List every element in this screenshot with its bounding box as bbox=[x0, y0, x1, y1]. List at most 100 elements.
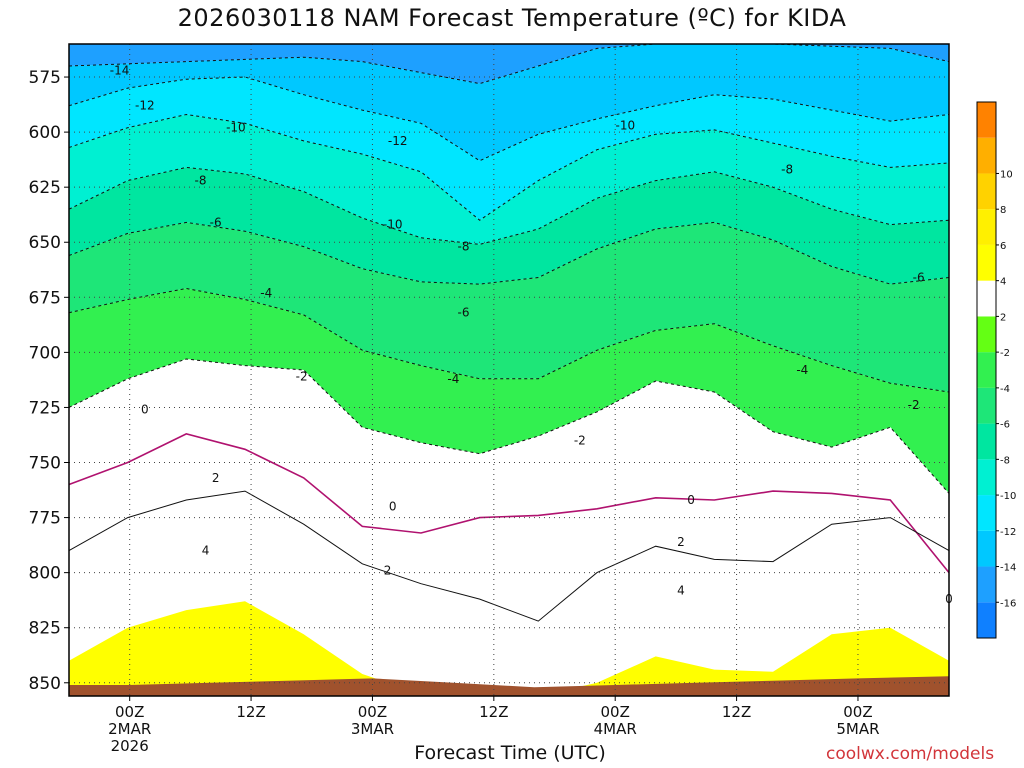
contour-label: -2 bbox=[574, 433, 586, 447]
contour-label: -10 bbox=[383, 218, 403, 232]
colorbar-swatch bbox=[977, 352, 996, 388]
x-tick-label: 00Z bbox=[601, 703, 630, 721]
isotherm-line bbox=[68, 76, 950, 162]
contour-label: -4 bbox=[260, 286, 272, 300]
contour-label: -8 bbox=[781, 163, 793, 177]
colorbar-swatch bbox=[977, 316, 996, 353]
colorbar-label: -14 bbox=[1000, 563, 1016, 574]
ground-terrain bbox=[69, 676, 949, 696]
y-tick-label: 775 bbox=[29, 509, 61, 529]
y-tick-label: 575 bbox=[29, 68, 61, 88]
temp-band bbox=[69, 44, 949, 84]
x-tick-label: 12Z bbox=[479, 703, 508, 721]
isotherm-line bbox=[68, 490, 950, 622]
contour-label: -10 bbox=[616, 119, 636, 133]
contour-label: 2 bbox=[677, 535, 685, 549]
contour-label: 2 bbox=[212, 471, 220, 485]
plot-frame bbox=[68, 43, 950, 697]
colorbar-swatch bbox=[977, 566, 996, 603]
x-tick-label: 12Z bbox=[236, 703, 265, 721]
colorbar-swatch bbox=[977, 244, 996, 281]
colorbar-swatch bbox=[977, 423, 996, 460]
temp-band bbox=[69, 288, 949, 494]
colorbar-label: 2 bbox=[1000, 312, 1006, 323]
x-tick-label: 5MAR bbox=[836, 720, 879, 738]
colorbar-label: 8 bbox=[1000, 205, 1006, 216]
x-tick-label: 2MAR bbox=[108, 720, 151, 738]
y-tick-label: 675 bbox=[29, 288, 61, 308]
contour-label: -4 bbox=[447, 372, 459, 386]
colorbar-swatch bbox=[977, 495, 996, 531]
temp-band bbox=[69, 222, 949, 392]
x-tick-label: 12Z bbox=[722, 703, 751, 721]
contour-label: -12 bbox=[135, 99, 155, 113]
colorbar-label: 6 bbox=[1000, 241, 1006, 252]
contour-label: -2 bbox=[296, 370, 308, 384]
contour-label: -10 bbox=[226, 121, 246, 135]
colorbar-label: -8 bbox=[1000, 455, 1010, 466]
contour-label: 4 bbox=[202, 544, 210, 558]
temp-band bbox=[69, 114, 949, 245]
colorbar-label: 4 bbox=[1000, 277, 1006, 288]
contour-label: -4 bbox=[796, 363, 808, 377]
contour-label: -8 bbox=[195, 174, 207, 188]
isotherm-line bbox=[68, 221, 950, 285]
temp-band bbox=[69, 44, 949, 161]
colorbar-swatch bbox=[977, 459, 996, 496]
y-tick-label: 850 bbox=[29, 674, 61, 694]
isotherm-line bbox=[68, 287, 950, 393]
temp-band bbox=[69, 77, 949, 221]
colorbar-label: -4 bbox=[1000, 384, 1010, 395]
colorbar-swatch bbox=[977, 280, 996, 317]
x-tick-label: 2026 bbox=[111, 737, 149, 755]
y-tick-label: 700 bbox=[29, 343, 61, 363]
y-tick-label: 825 bbox=[29, 619, 61, 639]
contour-label: 4 bbox=[677, 583, 685, 597]
isotherm-line bbox=[68, 113, 950, 221]
colorbar-swatch bbox=[977, 102, 996, 138]
temp-band bbox=[69, 433, 949, 622]
warm-lobe bbox=[69, 601, 949, 696]
temp-band bbox=[69, 359, 949, 573]
contour-label: -14 bbox=[110, 63, 130, 77]
isotherm-line bbox=[68, 358, 950, 494]
x-tick-label: 00Z bbox=[115, 703, 144, 721]
y-tick-label: 750 bbox=[29, 454, 61, 474]
contour-label: -6 bbox=[913, 270, 925, 284]
colorbar-label: -2 bbox=[1000, 348, 1010, 359]
x-tick-label: 00Z bbox=[358, 703, 387, 721]
y-tick-label: 600 bbox=[29, 123, 61, 143]
x-tick-label: 4MAR bbox=[594, 720, 637, 738]
contour-label: 0 bbox=[687, 493, 695, 507]
colorbar-label: -12 bbox=[1000, 527, 1016, 538]
contour-label: -12 bbox=[388, 134, 408, 148]
contour-label: -6 bbox=[210, 215, 222, 229]
y-tick-label: 725 bbox=[29, 398, 61, 418]
contour-label: 0 bbox=[141, 403, 149, 417]
y-tick-label: 800 bbox=[29, 564, 61, 584]
colorbar-swatch bbox=[977, 137, 996, 174]
y-tick-label: 650 bbox=[29, 233, 61, 253]
colorbar-label: -16 bbox=[1000, 598, 1016, 609]
contour-label: -2 bbox=[908, 398, 920, 412]
colorbar-label: -10 bbox=[1000, 491, 1016, 502]
isotherm-line bbox=[68, 166, 950, 245]
colorbar-swatch bbox=[977, 173, 996, 210]
chart-title: 2026030118 NAM Forecast Temperature (ºC)… bbox=[177, 4, 847, 32]
x-tick-label: 3MAR bbox=[351, 720, 394, 738]
contour-label: 0 bbox=[389, 500, 397, 514]
y-tick-label: 625 bbox=[29, 178, 61, 198]
x-axis-label: Forecast Time (UTC) bbox=[414, 742, 606, 764]
colorbar-label: 10 bbox=[1000, 169, 1013, 180]
credit-link[interactable]: coolwx.com/models bbox=[826, 744, 995, 764]
temp-band bbox=[69, 167, 949, 285]
isotherm-line bbox=[68, 43, 950, 85]
colorbar-label: -6 bbox=[1000, 420, 1010, 431]
contour-label: 2 bbox=[384, 563, 392, 577]
colorbar-swatch bbox=[977, 209, 996, 245]
x-tick-label: 00Z bbox=[843, 703, 872, 721]
contour-label: -8 bbox=[457, 240, 469, 254]
colorbar-swatch bbox=[977, 387, 996, 424]
colorbar-swatch bbox=[977, 530, 996, 567]
